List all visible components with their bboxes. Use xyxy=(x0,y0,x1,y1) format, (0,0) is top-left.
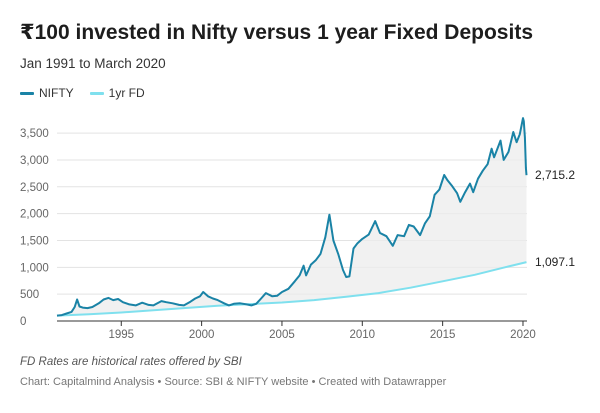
x-tick-label: 2000 xyxy=(189,329,215,341)
y-tick-label: 3,000 xyxy=(20,155,49,167)
legend-swatch-fd xyxy=(89,91,104,95)
chart-series-lines xyxy=(56,117,528,317)
chart-axes: 0 500 1,000 1,500 2,000 2,500 3,000 3,500 1995 20… xyxy=(20,128,536,341)
x-tick-label: 2005 xyxy=(269,329,295,341)
series-line-nifty xyxy=(56,117,528,317)
end-label-nifty: 2,715.2 xyxy=(535,168,575,182)
chart-title: ₹100 invested in Nifty versus 1 year Fix… xyxy=(20,21,533,44)
y-tick-label: 3,500 xyxy=(20,128,49,140)
x-tick-label: 2020 xyxy=(510,329,536,341)
chart-subtitle: Jan 1991 to March 2020 xyxy=(20,56,166,71)
y-tick-label: 0 xyxy=(20,316,26,328)
legend-item-fd: 1yr FD xyxy=(89,86,145,100)
end-label-fd: 1,097.1 xyxy=(535,255,575,269)
legend-swatch-nifty xyxy=(20,91,34,95)
chart-legend: NIFTY 1yr FD xyxy=(20,86,161,100)
legend-label-nifty: NIFTY xyxy=(39,86,74,100)
x-tick-label: 2010 xyxy=(350,329,376,341)
y-tick-label: 1,000 xyxy=(20,262,49,274)
x-tick-label: 2015 xyxy=(430,329,456,341)
y-tick-label: 1,500 xyxy=(20,235,49,247)
y-tick-label: 500 xyxy=(20,289,39,301)
y-tick-label: 2,000 xyxy=(20,209,49,221)
area-between-series xyxy=(57,118,527,316)
series-line-fd xyxy=(56,261,527,317)
y-tick-label: 2,500 xyxy=(20,182,49,194)
chart-credits: Chart: Capitalmind Analysis • Source: SB… xyxy=(20,376,447,388)
x-tick-label: 1995 xyxy=(108,329,134,341)
legend-item-nifty: NIFTY xyxy=(20,86,74,100)
fd-rates-note: FD Rates are historical rates offered by… xyxy=(20,356,242,368)
chart-end-labels: 1,097.1 2,715.2 xyxy=(535,168,575,269)
legend-label-fd: 1yr FD xyxy=(108,86,145,100)
